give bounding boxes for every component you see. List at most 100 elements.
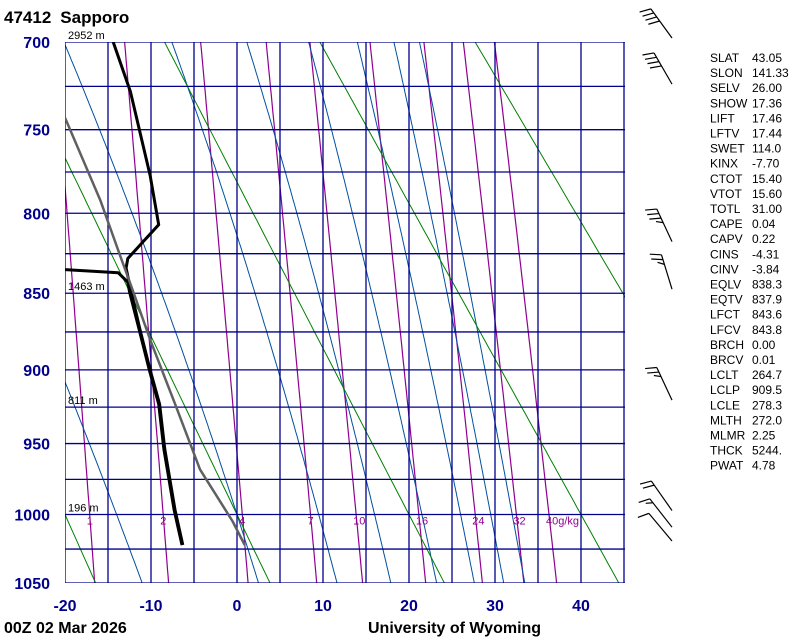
index-name: EQLV xyxy=(710,278,741,292)
barb-flag xyxy=(649,65,662,69)
mixing-ratio-label: 4 xyxy=(239,516,245,528)
temperature-tick-label: -20 xyxy=(53,598,76,615)
index-value: 114.0 xyxy=(752,142,781,156)
barb-flag xyxy=(657,261,665,265)
wind-barb xyxy=(638,498,673,528)
barb-staff xyxy=(656,367,673,401)
barb-flag xyxy=(645,16,657,21)
barb-staff xyxy=(653,52,673,85)
moist-adiabat xyxy=(65,380,143,583)
mixing-ratio-line xyxy=(200,42,249,583)
index-value: 141.33 xyxy=(752,66,789,80)
station-indices: SLAT 43.05 SLON 141.33 SELV 26.00 SHOW 17.36 LIF… xyxy=(710,51,789,473)
index-value: 31.00 xyxy=(752,202,782,216)
barb-flag xyxy=(647,371,659,374)
temperature-tick-label: 40 xyxy=(572,598,590,615)
height-label: 811 m xyxy=(68,395,98,407)
mixing-ratio-line xyxy=(124,42,170,583)
barb-flag xyxy=(651,258,663,261)
barb-flag xyxy=(647,212,659,216)
index-value: 838.3 xyxy=(752,278,782,292)
barb-flag xyxy=(637,512,650,518)
index-name: LCLP xyxy=(710,383,740,397)
temperature-tick-label: -10 xyxy=(139,598,162,615)
moist-adiabat xyxy=(393,42,505,583)
observation-time: 00Z 02 Mar 2026 xyxy=(4,620,127,637)
barb-flag xyxy=(642,484,655,489)
height-label: 196 m xyxy=(68,503,99,515)
index-value: -4.31 xyxy=(752,247,780,261)
index-name: SELV xyxy=(710,81,740,95)
barb-staff xyxy=(650,480,673,511)
wind-barb xyxy=(645,366,673,401)
index-name: CINS xyxy=(710,247,739,261)
barb-staff xyxy=(648,512,673,542)
station-title: 47412 Sapporo xyxy=(4,8,129,27)
barb-flag xyxy=(639,8,652,13)
mixing-ratio-line xyxy=(462,42,525,583)
wind-barb xyxy=(637,512,673,542)
index-value: 4.78 xyxy=(752,459,776,473)
mixing-ratio-label: 40g/kg xyxy=(546,516,579,528)
barb-staff xyxy=(656,208,673,242)
mixing-ratio-line xyxy=(493,42,558,583)
temperature-tick-label: 30 xyxy=(486,598,504,615)
barb-flag xyxy=(649,253,662,256)
barb-staff xyxy=(660,254,673,290)
height-label: 1463 m xyxy=(68,281,105,293)
pressure-tick-label: 950 xyxy=(23,437,50,454)
station-name: Sapporo xyxy=(60,8,129,27)
index-value: 0.04 xyxy=(752,217,776,231)
pressure-tick-label: 750 xyxy=(23,123,50,140)
height-labels: 2952 m 1463 m 811 m 196 m xyxy=(68,30,105,515)
barb-flag xyxy=(648,20,660,25)
index-name: SLON xyxy=(710,66,743,80)
pressure-tick-label: 700 xyxy=(23,35,50,52)
parcel-profile xyxy=(65,117,246,546)
index-value: 0.22 xyxy=(752,232,776,246)
index-value: -3.84 xyxy=(752,262,780,276)
height-label: 2952 m xyxy=(68,30,105,42)
mixing-ratio-label: 32 xyxy=(513,516,525,528)
barb-flag xyxy=(647,61,660,65)
index-name: SWET xyxy=(710,142,745,156)
index-value: 17.46 xyxy=(752,111,782,125)
barb-flag xyxy=(645,366,657,370)
barb-flag xyxy=(645,502,653,504)
index-value: 17.44 xyxy=(752,127,782,141)
index-name: BRCH xyxy=(710,338,744,352)
index-value: 15.60 xyxy=(752,187,782,201)
temperature-tick-label: 20 xyxy=(400,598,418,615)
wind-barb xyxy=(639,8,673,39)
sounding-series xyxy=(65,42,246,546)
wind-barb xyxy=(645,208,673,242)
index-value: 0.00 xyxy=(752,338,776,352)
index-name: SHOW xyxy=(710,96,748,110)
index-name: EQTV xyxy=(710,293,743,307)
barb-staff xyxy=(650,8,673,39)
pressure-tick-label: 1050 xyxy=(14,576,50,593)
temperature-tick-label: 10 xyxy=(314,598,332,615)
pressure-tick-label: 850 xyxy=(23,286,50,303)
temperature-tick-label: 0 xyxy=(233,598,242,615)
index-name: MLTH xyxy=(710,413,742,427)
index-name: CAPV xyxy=(710,232,743,246)
index-value: 0.01 xyxy=(752,353,776,367)
index-value: 2.25 xyxy=(752,429,776,443)
index-value: 264.7 xyxy=(752,368,782,382)
mixing-ratio-label: 1 xyxy=(87,516,93,528)
index-name: MLMR xyxy=(710,429,746,443)
dry-adiabat xyxy=(474,42,625,298)
index-value: 837.9 xyxy=(752,293,782,307)
barb-flag xyxy=(639,480,652,485)
index-value: 26.00 xyxy=(752,81,782,95)
mixing-ratio-label: 16 xyxy=(416,516,428,528)
grid xyxy=(65,42,625,583)
mixing-ratio-line xyxy=(309,42,364,583)
index-name: LCLE xyxy=(710,398,740,412)
index-value: 15.40 xyxy=(752,172,782,186)
mixing-ratio-labels: 1 2 4 7 10 16 24 32 40g/kg xyxy=(87,516,579,528)
index-value: 843.6 xyxy=(752,308,782,322)
index-value: 5244. xyxy=(752,444,782,458)
mixing-ratio-label: 10 xyxy=(353,516,365,528)
